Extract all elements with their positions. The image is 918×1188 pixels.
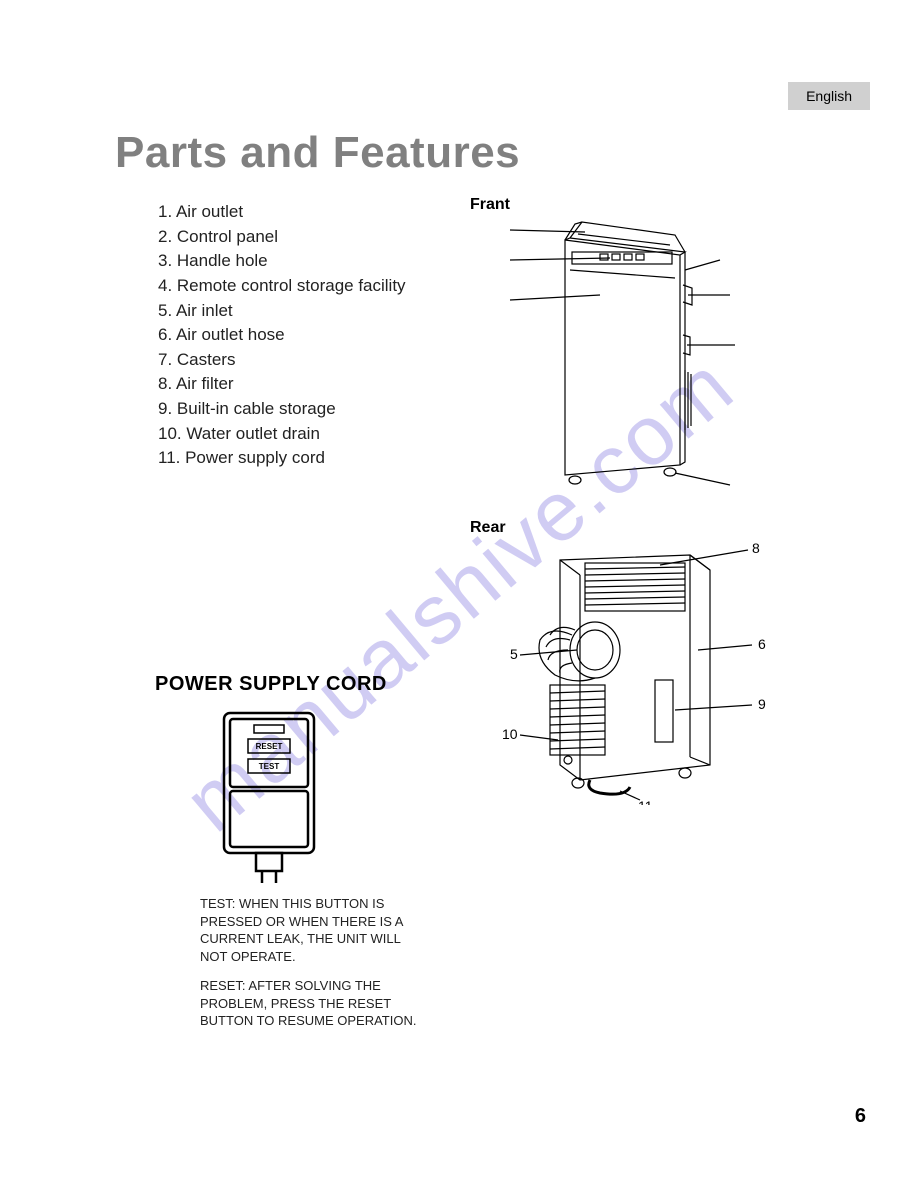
- callout-6: 6: [758, 636, 766, 652]
- power-supply-heading: POWER SUPPLY CORD: [155, 673, 387, 696]
- parts-list: 1. Air outlet 2. Control panel 3. Handle…: [158, 200, 406, 471]
- callout-10: 10: [502, 726, 518, 742]
- callout-9: 9: [758, 696, 766, 712]
- list-item: 11. Power supply cord: [158, 446, 406, 471]
- test-button-label: TEST: [259, 762, 280, 771]
- list-item: 1. Air outlet: [158, 200, 406, 225]
- page-title: Parts and Features: [115, 128, 520, 178]
- callout-5: 5: [510, 646, 518, 662]
- callout-11: 11: [638, 798, 653, 805]
- language-tab: English: [788, 82, 870, 110]
- front-diagram: [470, 210, 760, 500]
- list-item: 4. Remote control storage facility: [158, 274, 406, 299]
- reset-button-label: RESET: [256, 742, 283, 751]
- page-number: 6: [855, 1105, 866, 1128]
- list-item: 2. Control panel: [158, 225, 406, 250]
- plug-instructions: TEST: WHEN THIS BUTTON IS PRESSED OR WHE…: [200, 895, 420, 1042]
- callout-8: 8: [752, 540, 760, 556]
- list-item: 3. Handle hole: [158, 249, 406, 274]
- rear-diagram: 5 8 6 9 10 11: [480, 535, 780, 805]
- plug-diagram: RESET TEST: [214, 705, 324, 885]
- reset-instruction: RESET: AFTER SOLVING THE PROBLEM, PRESS …: [200, 977, 420, 1030]
- list-item: 9. Built-in cable storage: [158, 397, 406, 422]
- test-instruction: TEST: WHEN THIS BUTTON IS PRESSED OR WHE…: [200, 895, 420, 965]
- list-item: 10. Water outlet drain: [158, 422, 406, 447]
- list-item: 6. Air outlet hose: [158, 323, 406, 348]
- list-item: 7. Casters: [158, 348, 406, 373]
- list-item: 8. Air filter: [158, 372, 406, 397]
- list-item: 5. Air inlet: [158, 299, 406, 324]
